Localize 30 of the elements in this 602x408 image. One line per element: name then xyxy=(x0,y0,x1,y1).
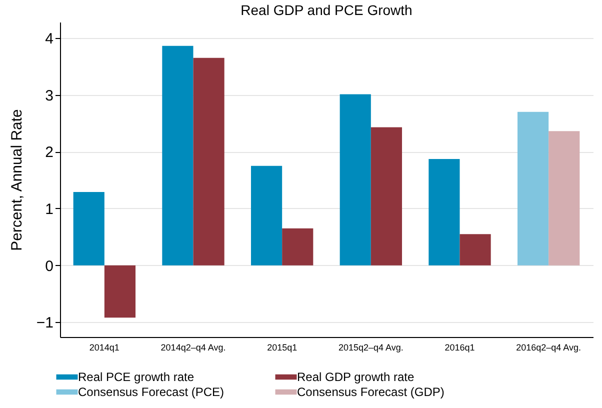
legend-label: Real GDP growth rate xyxy=(297,370,414,384)
bar xyxy=(460,234,491,266)
chart-title: Real GDP and PCE Growth xyxy=(240,2,412,18)
bar xyxy=(548,131,580,266)
bar xyxy=(517,112,549,266)
bar xyxy=(340,94,371,266)
y-tick-label: 3 xyxy=(45,87,54,104)
bar xyxy=(282,228,314,266)
legend-label: Consensus Forecast (GDP) xyxy=(297,385,444,399)
y-tick-label: −1 xyxy=(36,314,54,332)
y-tick-label: 2 xyxy=(45,144,54,162)
y-tick-label: 4 xyxy=(45,30,54,48)
bar xyxy=(104,265,136,318)
bar xyxy=(162,46,194,266)
legend-label: Real PCE growth rate xyxy=(78,370,194,384)
bar xyxy=(193,58,224,266)
y-tick-label: 1 xyxy=(45,201,54,218)
x-tick-label: 2015q1 xyxy=(267,342,298,352)
x-tick-label: 2016q1 xyxy=(444,342,475,352)
x-tick-label: 2015q2–q4 Avg. xyxy=(338,342,404,352)
bar xyxy=(428,159,460,266)
y-tick-label: 0 xyxy=(45,258,54,275)
bar xyxy=(73,192,104,266)
x-tick-label: 2014q1 xyxy=(89,342,120,352)
bar xyxy=(250,166,282,266)
y-axis-title: Percent, Annual Rate xyxy=(8,109,26,251)
legend-label: Consensus Forecast (PCE) xyxy=(78,385,224,399)
bar xyxy=(370,127,402,266)
x-tick-label: 2016q2–q4 Avg. xyxy=(516,342,582,352)
x-tick-label: 2014q2–q4 Avg. xyxy=(160,342,226,352)
